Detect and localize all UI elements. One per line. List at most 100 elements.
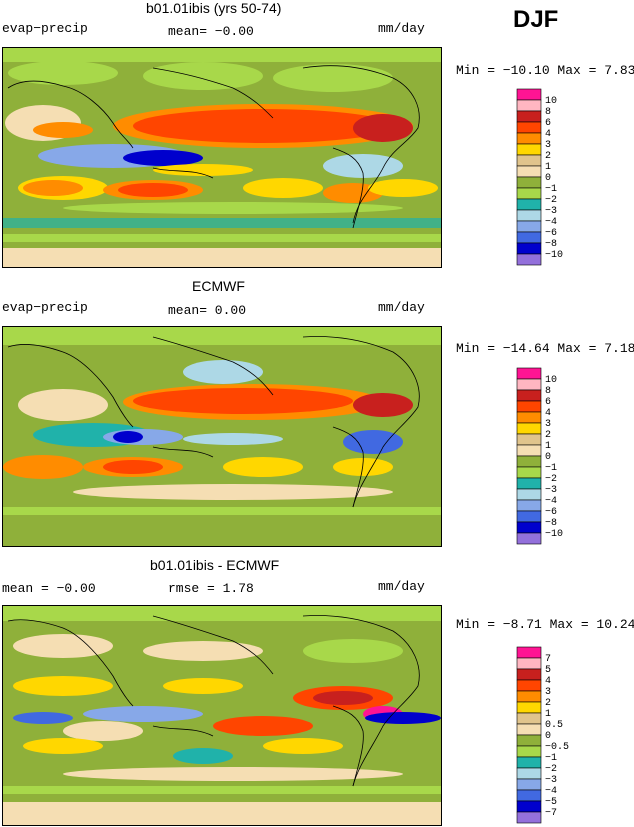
colorbar-swatch-1 [516,99,542,112]
panel-3-map-field [3,606,441,825]
colorbar-swatch-4 [516,132,542,145]
colorbar-tick-label: 7 [545,654,551,665]
colorbar-tick-label: −1 [545,184,557,195]
colorbar-swatch-6 [516,154,542,167]
colorbar-swatch-0 [516,367,542,380]
colorbar-swatch-4 [516,411,542,424]
panel-3-map [2,605,442,826]
colorbar-swatch-13 [516,789,542,802]
colorbar-swatch-5 [516,701,542,714]
panel-2-mean-label: mean= 0.00 [168,303,247,318]
panel-3-minmax: Min = −8.71 Max = 10.24 [456,617,634,632]
colorbar-swatch-11 [516,767,542,780]
colorbar-swatch-0 [516,88,542,101]
colorbar-tick-label: 0 [545,731,551,742]
colorbar-swatch-3 [516,121,542,134]
colorbar-swatch-8 [516,176,542,189]
panel-2-title: ECMWF [192,278,245,294]
colorbar-tick-label: −2 [545,764,557,775]
panel-1-mean-label: mean= −0.00 [168,24,254,39]
colorbar-tick-label: −6 [545,228,557,239]
panel-3-units-label: mm/day [378,579,425,594]
colorbar-swatch-9 [516,187,542,200]
colorbar-tick-label: 8 [545,386,551,397]
colorbar-tick-label: −2 [545,195,557,206]
colorbar-tick-label: −3 [545,206,557,217]
colorbar-swatch-10 [516,756,542,769]
colorbar-swatch-14 [516,800,542,813]
colorbar-tick-label: −2 [545,474,557,485]
colorbar-tick-label: −4 [545,496,557,507]
colorbar-tick-label: 4 [545,129,551,140]
colorbar-tick-label: −4 [545,786,557,797]
panel-3-rmse-label: rmse = 1.78 [168,581,254,596]
panel-2-map-field [3,327,441,546]
colorbar-swatch-2 [516,668,542,681]
colorbar-tick-label: −8 [545,518,557,529]
colorbar-swatch-6 [516,712,542,725]
colorbar-swatch-10 [516,198,542,211]
panel-1-map-field [3,48,441,267]
colorbar-swatch-0 [516,646,542,659]
colorbar-tick-label: −8 [545,239,557,250]
colorbar-tick-label: 6 [545,118,551,129]
colorbar-tick-label: 10 [545,96,557,107]
colorbar-tick-label: 2 [545,698,551,709]
colorbar-swatch-5 [516,422,542,435]
colorbar-tick-label: 0.5 [545,720,563,731]
colorbar-tick-label: −1 [545,753,557,764]
colorbar-swatch-11 [516,488,542,501]
colorbar-swatch-11 [516,209,542,222]
colorbar-swatch-12 [516,778,542,791]
colorbar-tick-label: 3 [545,140,551,151]
panel-1-map [2,47,442,268]
colorbar-tick-label: 4 [545,676,551,687]
colorbar-swatch-8 [516,455,542,468]
colorbar-swatch-8 [516,734,542,747]
colorbar-swatch-9 [516,745,542,758]
colorbar-tick-label: 2 [545,151,551,162]
colorbar-swatch-12 [516,220,542,233]
colorbar-swatch-6 [516,433,542,446]
colorbar-swatch-4 [516,690,542,703]
panel-1-units-label: mm/day [378,21,425,36]
colorbar-swatch-14 [516,242,542,255]
colorbar-swatch-1 [516,657,542,670]
colorbar-tick-label: 1 [545,441,551,452]
colorbar-tick-label: −6 [545,507,557,518]
colorbar-swatch-13 [516,231,542,244]
colorbar-tick-label: 6 [545,397,551,408]
colorbar-tick-label: −1 [545,463,557,474]
colorbar-tick-label: −5 [545,797,557,808]
colorbar-tick-label: 0 [545,173,551,184]
colorbar-tick-label: 0 [545,452,551,463]
colorbar-tick-label: 8 [545,107,551,118]
colorbar-swatch-9 [516,466,542,479]
colorbar-swatch-3 [516,400,542,413]
colorbar-swatch-15 [516,253,542,266]
colorbar-swatch-7 [516,723,542,736]
colorbar-tick-label: −10 [545,529,563,540]
colorbar-tick-label: 5 [545,665,551,676]
colorbar-swatch-7 [516,165,542,178]
panel-3-mean-label: mean = −0.00 [2,581,96,596]
panel-2-minmax: Min = −14.64 Max = 7.18 [456,341,634,356]
colorbar-tick-label: −3 [545,485,557,496]
colorbar-tick-label: −7 [545,808,557,819]
colorbar-tick-label: 4 [545,408,551,419]
colorbar-swatch-5 [516,143,542,156]
colorbar-swatch-15 [516,811,542,824]
panel-3-title: b01.01ibis - ECMWF [150,557,280,573]
colorbar-tick-label: 1 [545,709,551,720]
colorbar-swatch-3 [516,679,542,692]
colorbar-swatch-15 [516,532,542,545]
colorbar-swatch-7 [516,444,542,457]
colorbar-tick-label: −3 [545,775,557,786]
colorbar-tick-label: −4 [545,217,557,228]
panel-2-map [2,326,442,547]
colorbar-tick-label: 3 [545,419,551,430]
panel-2-units-label: mm/day [378,300,425,315]
colorbar-tick-label: 10 [545,375,557,386]
